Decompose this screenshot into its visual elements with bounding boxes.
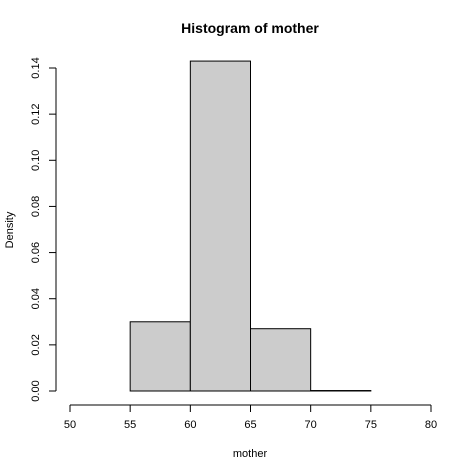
y-tick-label: 0.06 xyxy=(30,242,42,263)
x-tick-label: 75 xyxy=(365,419,377,431)
y-tick-label: 0.00 xyxy=(30,380,42,401)
x-tick-label: 50 xyxy=(64,419,76,431)
x-tick-label: 80 xyxy=(425,419,437,431)
chart-title: Histogram of mother xyxy=(181,20,319,36)
x-tick-label: 60 xyxy=(184,419,196,431)
y-axis: 0.00 0.02 0.04 0.06 0.08 0.10 0.12 0.14 xyxy=(30,57,57,402)
x-axis-title: mother xyxy=(233,448,268,460)
histogram-bar xyxy=(129,321,191,392)
y-tick-label: 0.12 xyxy=(30,103,42,124)
bars-group xyxy=(129,60,372,392)
y-tick-label: 0.10 xyxy=(30,150,42,171)
x-tick-label: 70 xyxy=(305,419,317,431)
y-tick-label: 0.02 xyxy=(30,334,42,355)
x-tick-label: 65 xyxy=(244,419,256,431)
x-tick-label: 55 xyxy=(124,419,136,431)
x-axis: 50 55 60 65 70 75 80 xyxy=(64,404,437,431)
y-tick-label: 0.04 xyxy=(30,288,42,309)
y-axis-title: Density xyxy=(4,211,16,248)
y-tick-label: 0.08 xyxy=(30,196,42,217)
histogram-bar xyxy=(250,328,312,392)
y-tick-label: 0.14 xyxy=(30,57,42,78)
histogram-bar xyxy=(189,60,251,392)
